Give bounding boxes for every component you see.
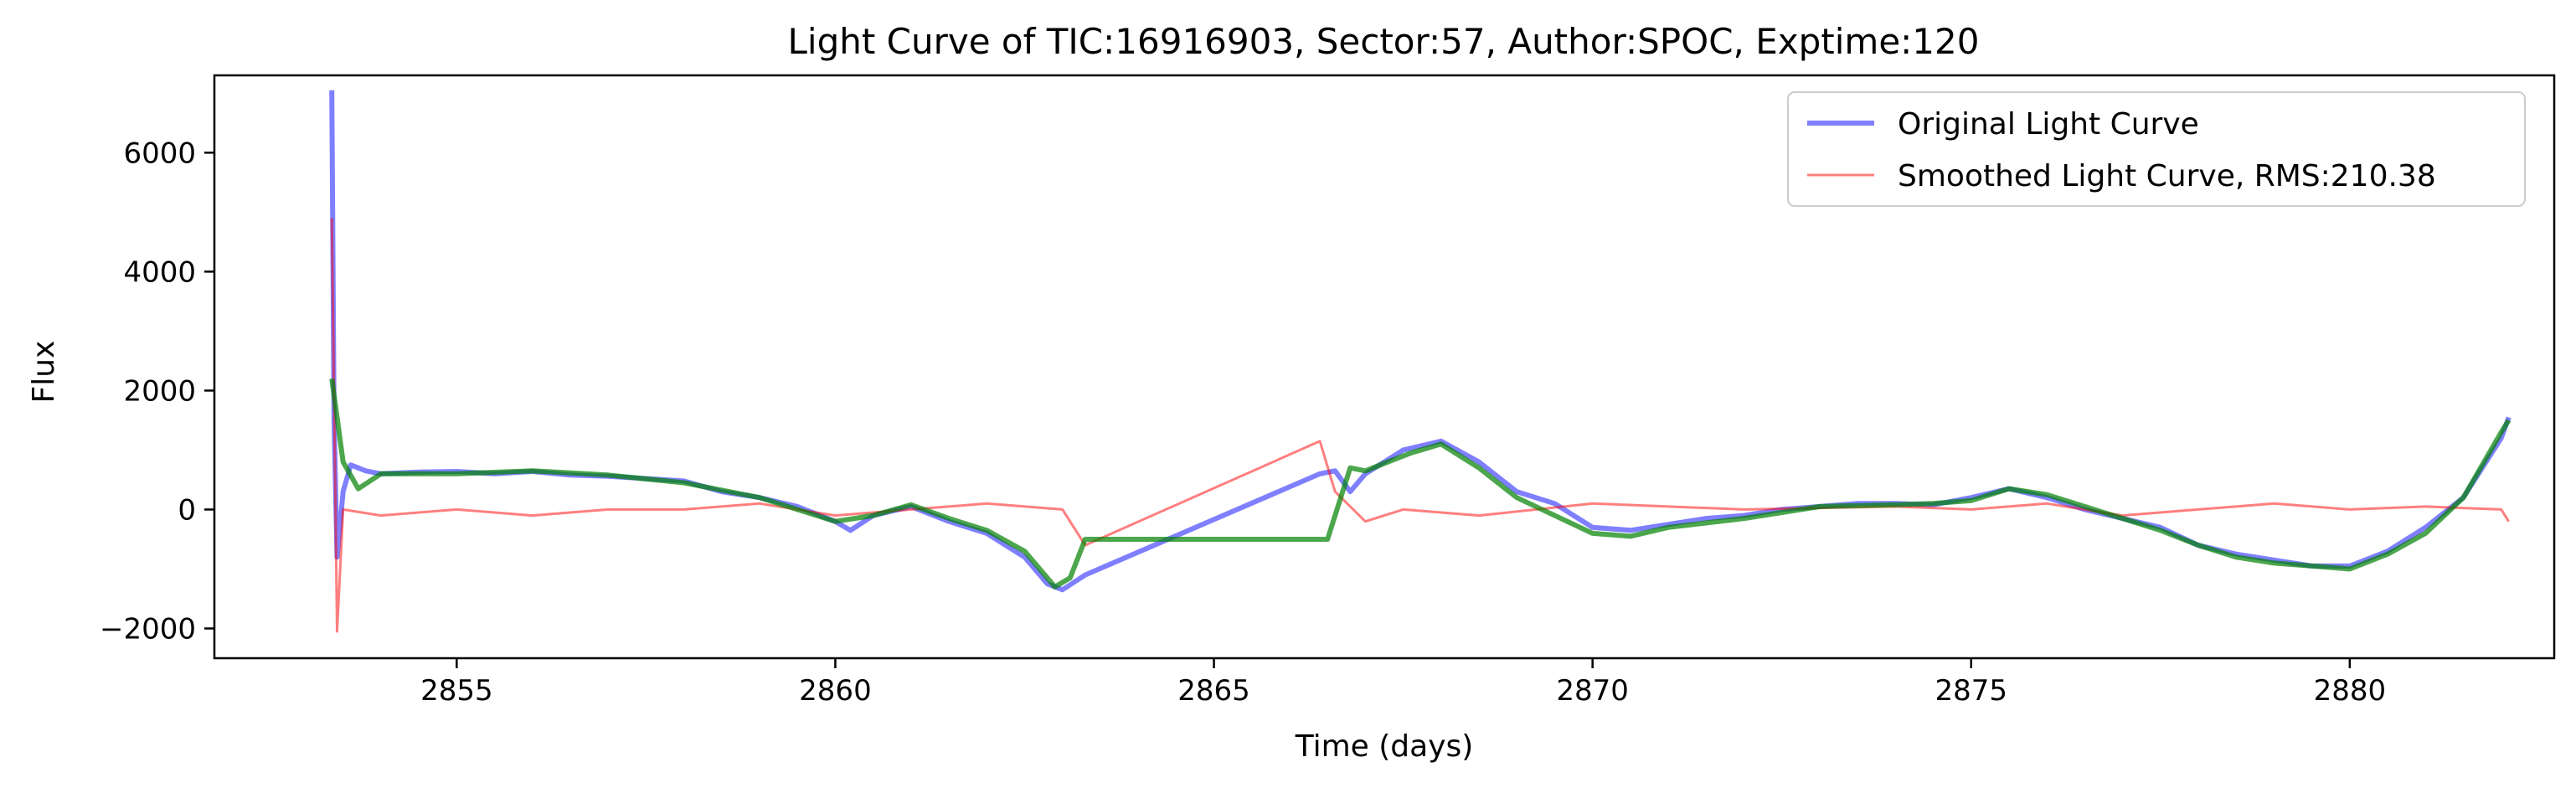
x-tick-label: 2880 [2314, 674, 2387, 708]
x-axis-ticks: 2855 2860 2865 2870 2875 2880 [420, 658, 2386, 708]
legend-box [1787, 91, 2526, 207]
chart-title: Light Curve of TIC:16916903, Sector:57, … [788, 21, 1980, 62]
y-tick-label: −2000 [100, 612, 196, 646]
legend-label-smoothed: Smoothed Light Curve, RMS:210.38 [1898, 159, 2436, 193]
x-tick-label: 2870 [1556, 674, 1629, 708]
x-tick-label: 2855 [420, 674, 493, 708]
series-trend-line [329, 378, 2512, 590]
y-tick-label: 6000 [123, 136, 196, 170]
y-axis-label: Flux [27, 341, 61, 404]
x-tick-label: 2860 [799, 674, 872, 708]
x-axis-label: Time (days) [1295, 729, 1474, 764]
legend-label-original: Original Light Curve [1898, 107, 2199, 142]
y-axis-ticks: −2000 0 2000 4000 6000 [100, 136, 214, 646]
series-smoothed-line [330, 218, 2510, 633]
y-tick-label: 4000 [123, 255, 196, 289]
x-tick-label: 2865 [1177, 674, 1250, 708]
series-layer [329, 90, 2512, 633]
plot-frame [213, 74, 2556, 660]
legend: Original Light Curve Smoothed Light Curv… [1787, 91, 2526, 207]
x-tick-label: 2875 [1935, 674, 2007, 708]
y-tick-label: 2000 [123, 374, 196, 408]
y-tick-label: 0 [178, 493, 196, 527]
